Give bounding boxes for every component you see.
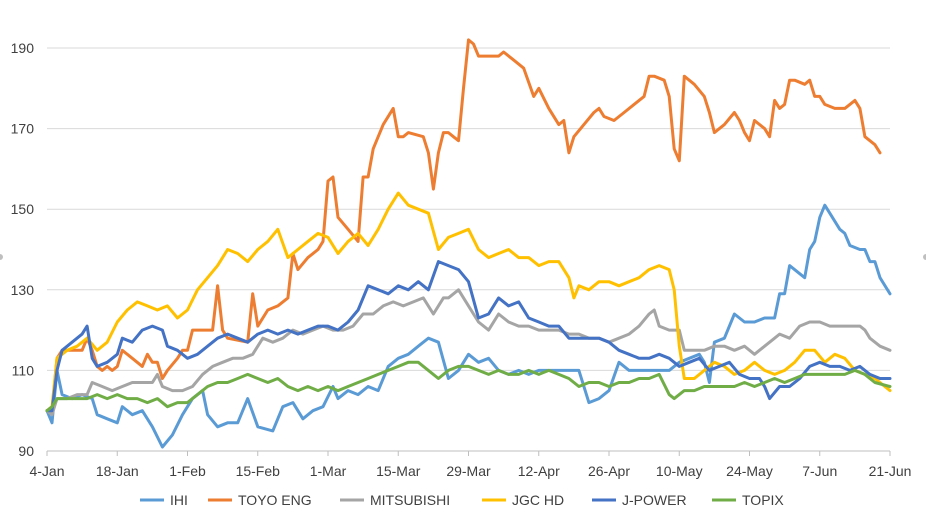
legend-label: JGC HD xyxy=(512,492,564,508)
y-tick-label: 90 xyxy=(18,443,34,459)
legend-label: TOYO ENG xyxy=(238,492,312,508)
x-tick-label: 26-Apr xyxy=(588,463,630,479)
x-tick-label: 24-May xyxy=(726,463,773,479)
series-line-j-power xyxy=(45,260,892,413)
x-tick-label: 1-Feb xyxy=(169,463,206,479)
x-tick-label: 10-May xyxy=(656,463,703,479)
edge-handle-right xyxy=(923,254,926,260)
axes: 90 110 130 150 170 190 4-Jan 18-Jan 1-Feb 15-Feb 1… xyxy=(11,40,912,479)
series-lines xyxy=(45,38,892,449)
y-tick-label: 170 xyxy=(11,121,35,137)
x-tick-label: 1-Mar xyxy=(310,463,347,479)
legend-label: IHI xyxy=(170,492,188,508)
series-line-ihi xyxy=(45,203,892,449)
legend-label: TOPIX xyxy=(742,492,784,508)
legend: IHI TOYO ENG MITSUBISHI JGC HD J-POWER TOPIX xyxy=(140,492,784,508)
y-tick-label: 130 xyxy=(11,282,35,298)
x-tick-label: 4-Jan xyxy=(29,463,64,479)
series-line-toyo-eng xyxy=(45,38,882,413)
x-tick-label: 21-Jun xyxy=(869,463,912,479)
edge-handle-left xyxy=(0,254,3,260)
x-tick-label: 12-Apr xyxy=(518,463,560,479)
x-tick-label: 15-Mar xyxy=(376,463,421,479)
series-line-mitsubishi xyxy=(45,288,892,417)
series-line-jgc-hd xyxy=(45,191,892,413)
x-tick-label: 7-Jun xyxy=(802,463,837,479)
x-tick-label: 29-Mar xyxy=(446,463,491,479)
legend-label: J-POWER xyxy=(622,492,687,508)
y-tick-label: 110 xyxy=(12,362,35,378)
legend-label: MITSUBISHI xyxy=(370,492,450,508)
series-line-topix xyxy=(45,360,892,413)
x-tick-label: 18-Jan xyxy=(96,463,139,479)
y-tick-label: 190 xyxy=(11,40,35,56)
y-tick-label: 150 xyxy=(11,201,35,217)
x-tick-label: 15-Feb xyxy=(236,463,281,479)
